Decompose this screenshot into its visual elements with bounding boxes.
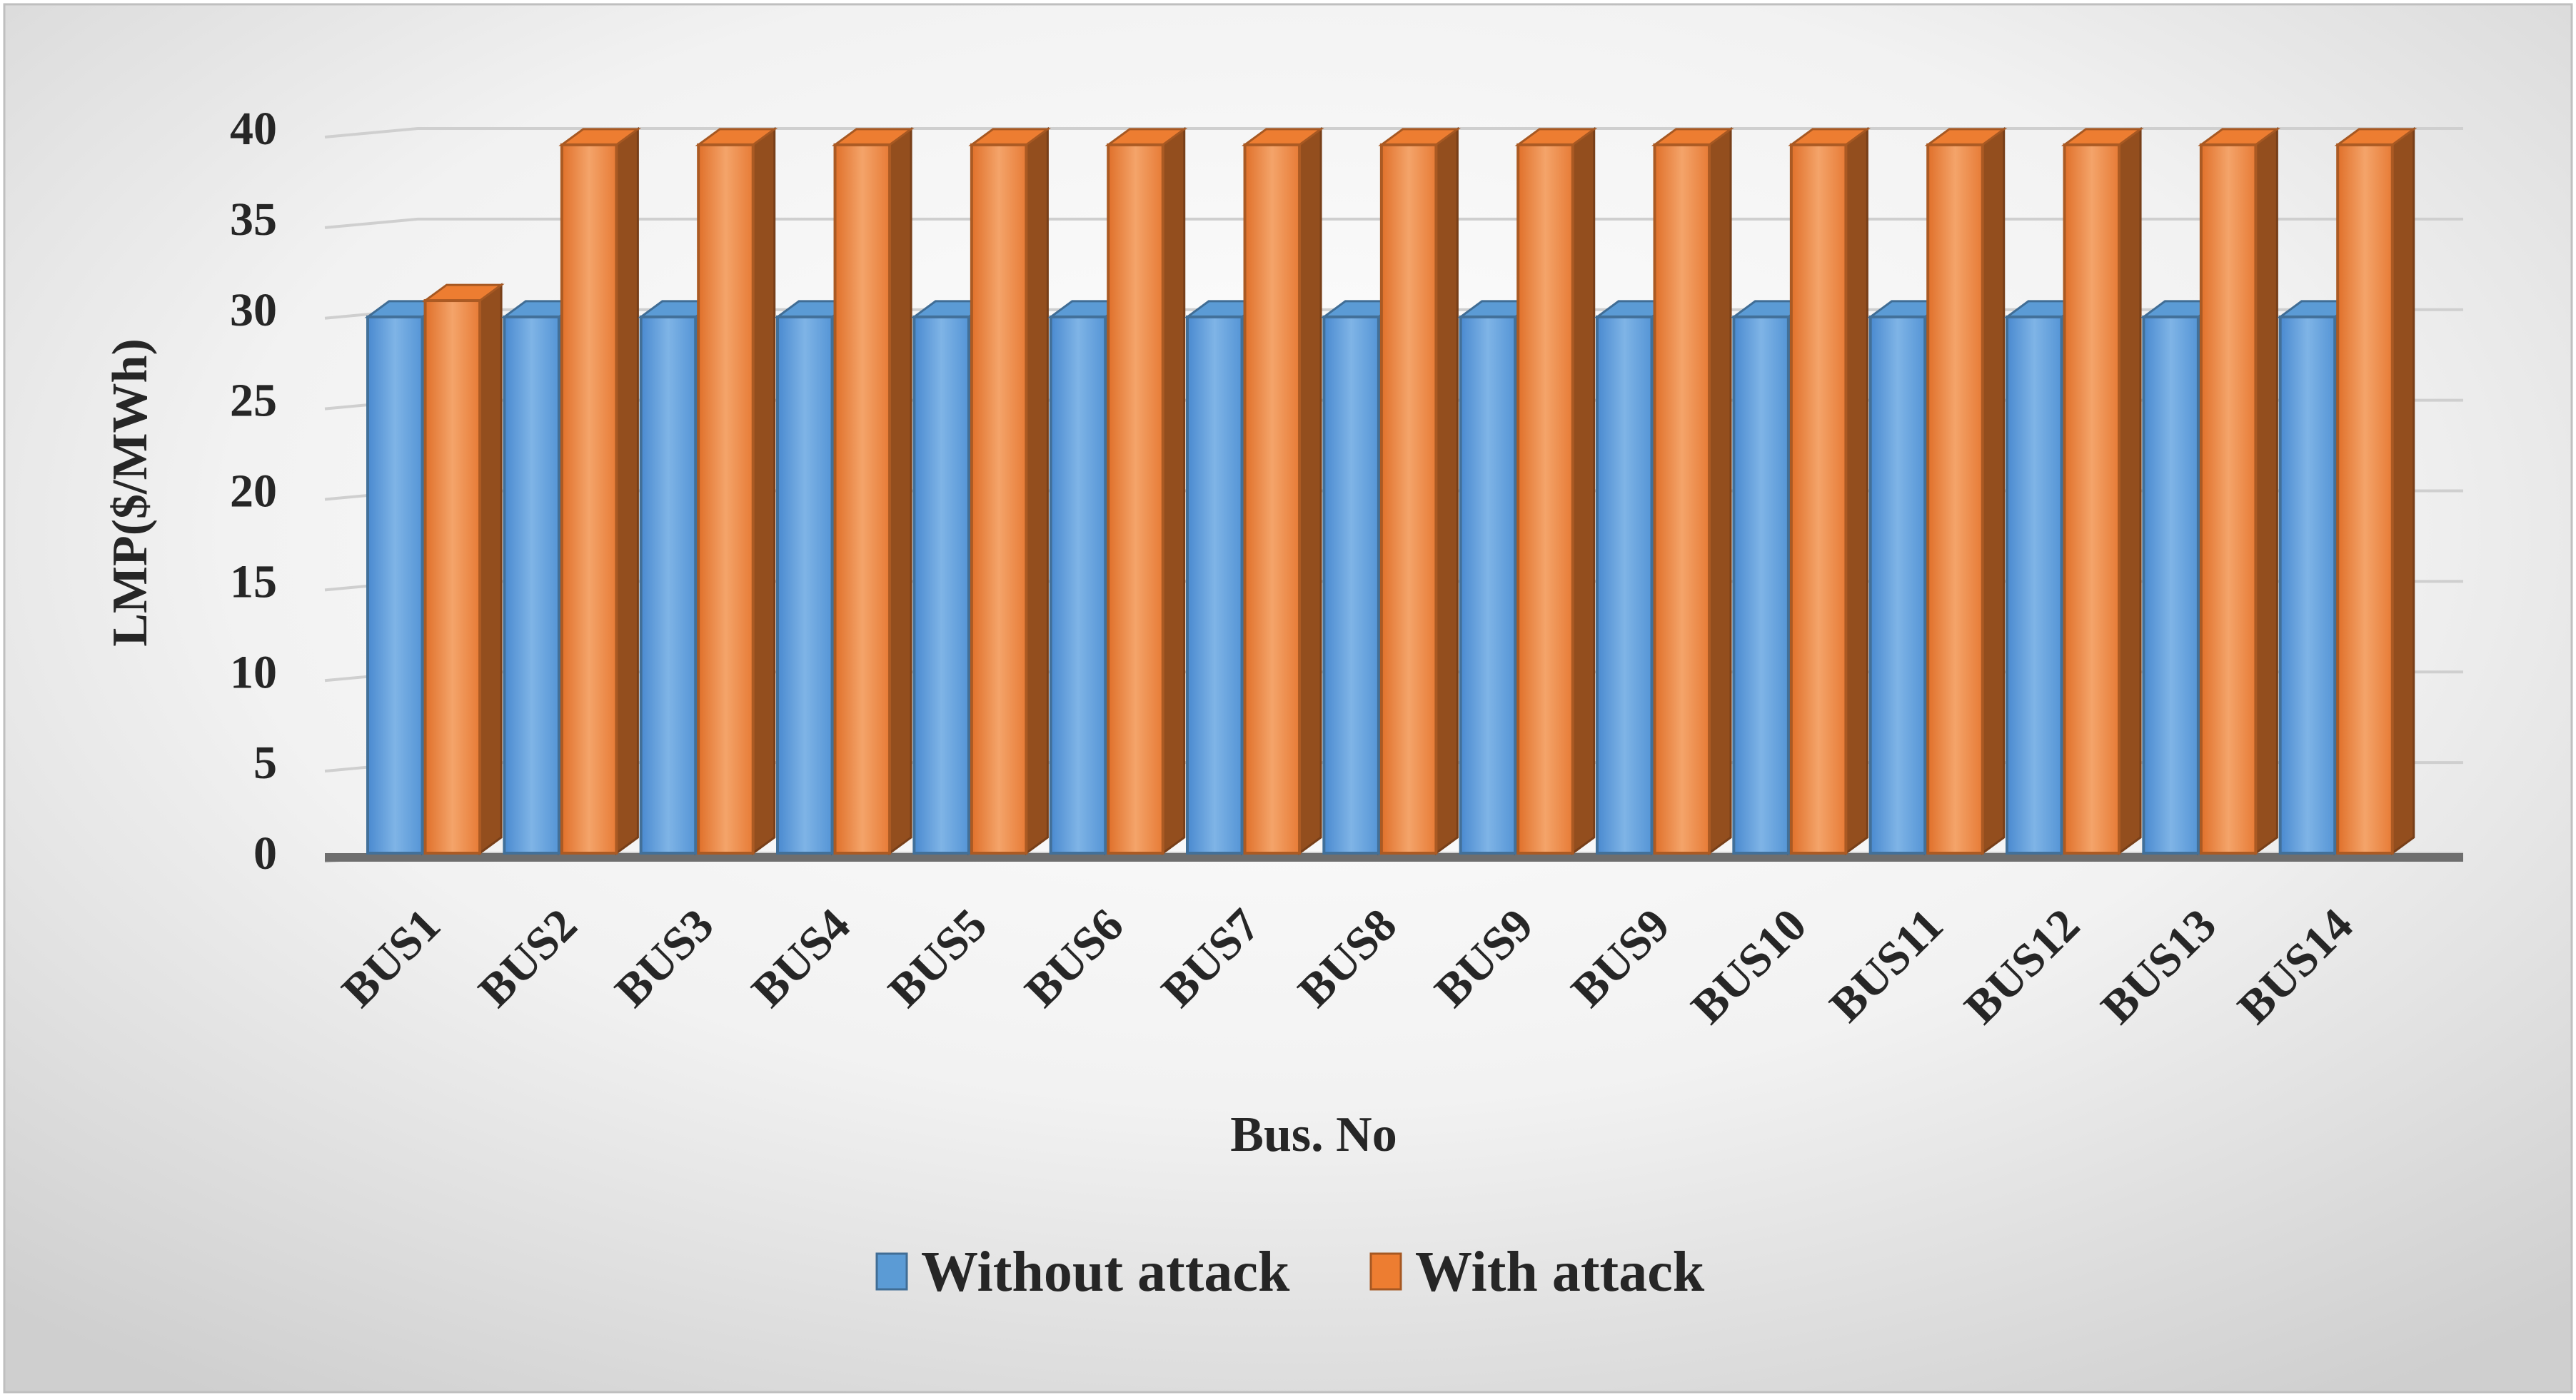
bar-front	[1107, 143, 1164, 855]
x-axis-title: Bus. No	[1230, 1107, 1397, 1162]
bar	[1241, 126, 1324, 855]
bar	[1924, 126, 2008, 855]
bar-side	[2118, 126, 2142, 855]
y-tick-label: 0	[253, 827, 277, 880]
bar-front	[366, 315, 424, 855]
bar-front	[1868, 315, 1927, 855]
bar-front	[1459, 315, 1517, 855]
bar-front	[1516, 143, 1574, 855]
bar-front	[1789, 143, 1848, 855]
bar	[968, 126, 1051, 855]
gridline	[324, 127, 2463, 139]
bar-front	[2142, 315, 2200, 855]
bar	[2061, 126, 2144, 855]
bar-side	[1298, 126, 1322, 855]
y-tick-label: 30	[230, 284, 277, 336]
bar-front	[1322, 315, 1380, 855]
bar-front	[970, 143, 1028, 855]
y-tick-label: 25	[230, 375, 277, 427]
bar-front	[1243, 143, 1302, 855]
y-tick-label: 15	[230, 555, 277, 608]
y-axis-title: LMP($/MWh)	[103, 338, 158, 647]
bar	[1105, 126, 1188, 855]
bar-front	[639, 315, 698, 855]
bar	[421, 283, 505, 855]
bar-side	[478, 283, 503, 855]
bar-front	[1596, 315, 1654, 855]
bars	[364, 126, 2417, 855]
bar-front	[423, 299, 482, 855]
bar-front	[833, 143, 892, 855]
bar	[1514, 126, 1598, 855]
bar-side	[1434, 126, 1459, 855]
legend-label: Without attack	[921, 1241, 1290, 1304]
bar-side	[2391, 126, 2415, 855]
chart-floor	[325, 853, 2463, 862]
legend-swatch	[1369, 1252, 1402, 1291]
y-tick-label: 20	[230, 465, 277, 518]
legend-label: With attack	[1415, 1241, 1705, 1304]
bar-front	[1653, 143, 1711, 855]
bar-side	[1844, 126, 1868, 855]
bar-front	[1186, 315, 1244, 855]
bar	[1651, 126, 1734, 855]
bar-front	[503, 315, 560, 855]
bar-side	[1025, 126, 1049, 855]
bar-side	[752, 126, 776, 855]
bar-front	[912, 315, 970, 855]
legend-swatch	[875, 1252, 908, 1291]
bar	[1788, 126, 1871, 855]
bar-front	[697, 143, 755, 855]
bar-front	[2199, 143, 2258, 855]
y-tick-label: 40	[230, 103, 277, 155]
bar	[2334, 126, 2417, 855]
gridline	[324, 217, 2463, 229]
bar	[2198, 126, 2280, 855]
bar-front	[1926, 143, 1984, 855]
bar-front	[1049, 315, 1107, 855]
bar-side	[615, 126, 639, 855]
y-axis-ticks: 0 5 10 15 20 25 30 35 40	[230, 103, 277, 880]
bar-side	[1981, 126, 2006, 855]
bar	[1378, 126, 1461, 855]
bar-side	[2254, 126, 2278, 855]
bar	[558, 126, 641, 855]
bar-side	[888, 126, 912, 855]
bar-side	[1571, 126, 1596, 855]
y-tick-label: 10	[230, 646, 277, 698]
bar-front	[2278, 315, 2337, 855]
legend: Without attack With attack	[875, 1241, 1705, 1304]
bar-front	[2336, 143, 2394, 855]
bar-front	[2006, 315, 2063, 855]
bar-side	[1708, 126, 1732, 855]
bar-front	[560, 143, 618, 855]
bar-front	[1732, 315, 1790, 855]
bar-side	[1162, 126, 1186, 855]
floor-edge	[325, 853, 2463, 862]
bar-front	[1379, 143, 1438, 855]
bar	[831, 126, 915, 855]
bar	[695, 126, 778, 855]
y-tick-label: 35	[230, 193, 277, 246]
bar-front	[2063, 143, 2121, 855]
bar-front	[776, 315, 834, 855]
y-tick-label: 5	[253, 737, 277, 789]
